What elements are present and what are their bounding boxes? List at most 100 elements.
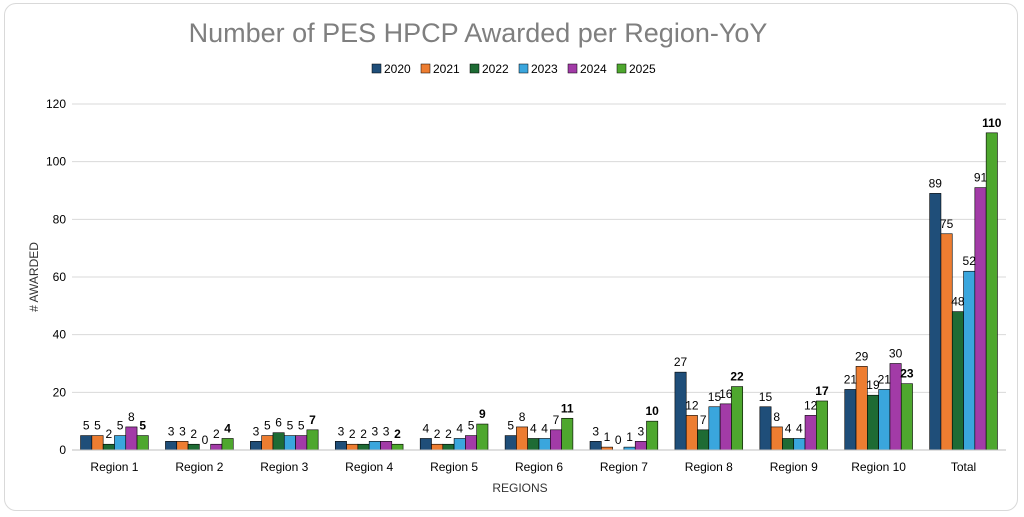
y-tick-label: 80 bbox=[53, 212, 67, 226]
data-label: 1 bbox=[604, 430, 611, 444]
bar-2020-3 bbox=[334, 441, 347, 451]
bar-2025-5 bbox=[561, 417, 574, 451]
data-label: 11 bbox=[561, 401, 574, 415]
data-label: 48 bbox=[951, 295, 965, 309]
x-axis-ticks: Region 1 Region 2 Region 3 Region 4 Region 5… bbox=[90, 460, 976, 474]
data-label: 19 bbox=[866, 378, 880, 392]
bar-2024-5 bbox=[549, 429, 562, 451]
legend-label: 2020 bbox=[384, 62, 411, 76]
data-label: 15 bbox=[708, 390, 722, 404]
bar-2022-0 bbox=[102, 443, 115, 451]
data-label: 0 bbox=[202, 433, 209, 447]
legend-label: 2022 bbox=[482, 62, 509, 76]
y-tick-label: 0 bbox=[59, 443, 66, 457]
bar-2022-8 bbox=[782, 438, 795, 451]
data-label: 3 bbox=[383, 424, 390, 438]
bar-2021-5 bbox=[516, 426, 529, 451]
data-label: 5 bbox=[117, 419, 124, 433]
y-tick-label: 100 bbox=[46, 155, 66, 169]
bar-2020-1 bbox=[165, 441, 178, 451]
legend-swatch bbox=[616, 63, 627, 74]
x-tick-label: Region 6 bbox=[515, 460, 563, 474]
y-tick-label: 120 bbox=[46, 97, 66, 111]
bar-2023-10 bbox=[963, 270, 976, 451]
bar-2021-4 bbox=[431, 443, 444, 451]
data-label: 91 bbox=[974, 171, 988, 185]
data-label: 5 bbox=[298, 419, 305, 433]
bar-2022-2 bbox=[272, 432, 285, 451]
x-axis-label: REGIONS bbox=[492, 481, 547, 495]
bar-2022-9 bbox=[867, 394, 879, 451]
data-label: 5 bbox=[139, 419, 146, 433]
bar-2022-7 bbox=[697, 429, 710, 451]
bar-2025-3 bbox=[391, 443, 404, 451]
bar-2023-2 bbox=[283, 435, 296, 451]
legend-swatch bbox=[469, 63, 480, 74]
data-label: 8 bbox=[519, 410, 526, 424]
bar-2023-7 bbox=[708, 406, 721, 451]
bar-2020-4 bbox=[419, 438, 432, 451]
data-label: 110 bbox=[982, 116, 1002, 130]
x-tick-label: Region 10 bbox=[851, 460, 906, 474]
bar-2023-8 bbox=[793, 438, 806, 451]
data-label: 0 bbox=[615, 433, 622, 447]
bar-2025-9 bbox=[900, 383, 913, 451]
bar-2021-3 bbox=[346, 443, 359, 451]
data-label: 7 bbox=[700, 413, 707, 427]
data-label: 15 bbox=[759, 390, 773, 404]
data-label: 5 bbox=[83, 419, 90, 433]
y-axis-ticks: 0 20 40 60 80 100 120 bbox=[46, 97, 66, 457]
data-label: 89 bbox=[929, 176, 943, 190]
bar-2025-8 bbox=[816, 400, 828, 451]
data-label: 30 bbox=[889, 347, 903, 361]
bar-2025-2 bbox=[306, 429, 319, 451]
data-label: 5 bbox=[468, 419, 475, 433]
data-label: 21 bbox=[878, 372, 892, 386]
data-label: 21 bbox=[844, 372, 858, 386]
data-label: 6 bbox=[275, 416, 282, 430]
bar-2025-4 bbox=[476, 423, 489, 451]
legend-swatch bbox=[420, 63, 431, 74]
bar-2024-8 bbox=[804, 415, 817, 451]
data-label: 10 bbox=[645, 404, 659, 418]
bar-2020-8 bbox=[759, 406, 772, 451]
bar-2024-2 bbox=[295, 435, 308, 451]
bar-2020-9 bbox=[844, 389, 857, 451]
legend-label: 2024 bbox=[580, 62, 607, 76]
data-label: 7 bbox=[309, 413, 316, 427]
data-label: 2 bbox=[105, 427, 112, 441]
y-tick-label: 20 bbox=[53, 385, 67, 399]
data-label: 1 bbox=[626, 430, 633, 444]
data-label: 3 bbox=[592, 424, 599, 438]
legend-swatch bbox=[518, 63, 529, 74]
bar-2025-6 bbox=[646, 420, 659, 451]
bar-2024-10 bbox=[974, 187, 987, 451]
data-label: 27 bbox=[674, 355, 688, 369]
bar-2023-3 bbox=[368, 441, 381, 451]
legend: 2020 2021 2022 2023 2024 2025 bbox=[371, 62, 656, 76]
data-label: 4 bbox=[530, 421, 537, 435]
data-label: 8 bbox=[773, 410, 780, 424]
y-tick-label: 40 bbox=[53, 328, 67, 342]
bar-2021-10 bbox=[940, 233, 953, 451]
data-label: 3 bbox=[168, 424, 175, 438]
data-label: 5 bbox=[264, 419, 271, 433]
bar-2023-4 bbox=[453, 438, 466, 451]
x-tick-label: Region 2 bbox=[175, 460, 223, 474]
x-tick-label: Region 1 bbox=[90, 460, 138, 474]
data-label: 3 bbox=[179, 424, 186, 438]
legend-swatch bbox=[567, 63, 578, 74]
bar-2025-1 bbox=[221, 438, 234, 451]
bar-2020-5 bbox=[504, 435, 517, 451]
bar-2020-0 bbox=[80, 435, 93, 451]
data-label: 4 bbox=[422, 421, 429, 435]
data-label: 8 bbox=[128, 410, 135, 424]
bar-2024-7 bbox=[719, 403, 732, 451]
data-label: 3 bbox=[371, 424, 378, 438]
bar-2022-1 bbox=[187, 443, 200, 451]
data-label: 3 bbox=[638, 424, 645, 438]
data-label: 5 bbox=[507, 419, 514, 433]
bar-2024-4 bbox=[465, 435, 477, 451]
x-tick-label: Region 4 bbox=[345, 460, 393, 474]
